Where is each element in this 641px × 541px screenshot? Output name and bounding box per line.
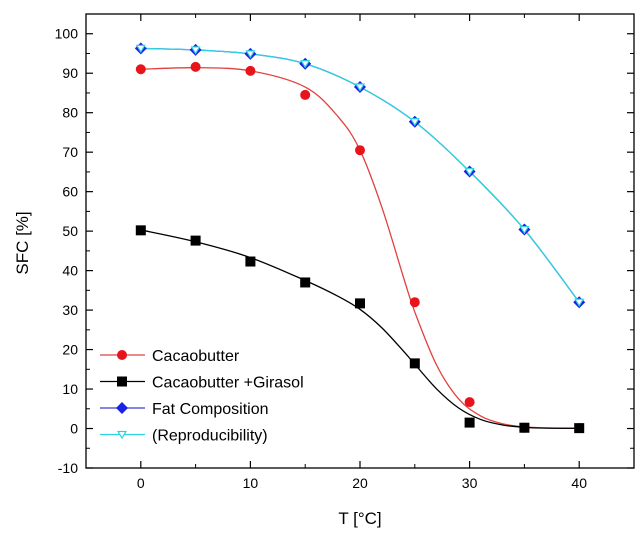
legend-marker-cacaobutter-girasol <box>117 376 127 387</box>
point-reproducibility <box>135 44 146 53</box>
legend-label-fat-composition: Fat Composition <box>152 401 269 418</box>
point-cacaobutter <box>245 65 256 76</box>
y-tick-label: 40 <box>62 263 78 279</box>
point-reproducibility <box>300 60 311 69</box>
point-cacaobutter <box>464 397 475 408</box>
point-cacaobutter <box>300 89 311 100</box>
y-tick-label: -10 <box>58 460 78 476</box>
point-cacaobutter-girasol <box>464 417 475 428</box>
x-tick-label: 30 <box>462 475 478 491</box>
y-tick-label: 100 <box>55 26 79 42</box>
x-tick-label: 0 <box>137 475 145 491</box>
y-tick-label: 20 <box>62 342 78 358</box>
data-markers <box>134 42 586 434</box>
legend-marker-cacaobutter <box>117 350 127 360</box>
legend-label-reproducibility: (Reproducibility) <box>152 428 268 445</box>
legend-label-cacaobutter-girasol: Cacaobutter +Girasol <box>152 375 304 392</box>
point-cacaobutter-girasol <box>519 422 530 433</box>
y-tick-label: 80 <box>62 105 78 121</box>
point-cacaobutter-girasol <box>245 256 256 267</box>
legend-marker-fat-composition <box>116 402 128 414</box>
y-tick-label: 90 <box>62 65 78 81</box>
point-cacaobutter-girasol <box>574 423 585 434</box>
y-tick-label: 0 <box>70 421 78 437</box>
x-tick-label: 40 <box>571 475 587 491</box>
tick-labels: 0 10 20 30 40 -10 0 10 20 30 40 50 60 70 80 90 100 <box>55 26 588 491</box>
point-cacaobutter <box>409 297 420 308</box>
x-axis-label: T [°C] <box>338 509 381 528</box>
legend-marker-reproducibility <box>116 430 128 440</box>
point-reproducibility <box>409 118 420 127</box>
point-reproducibility <box>574 298 585 307</box>
y-tick-label: 30 <box>62 302 78 318</box>
y-tick-label: 50 <box>62 223 78 239</box>
fit-line-reproducibility <box>140 47 580 303</box>
point-cacaobutter <box>190 61 201 72</box>
y-axis-label: SFC [%] <box>13 211 32 274</box>
point-reproducibility <box>519 225 530 235</box>
point-cacaobutter <box>355 145 365 156</box>
fit-line-cacaobutter-girasol <box>140 229 580 429</box>
point-cacaobutter-girasol <box>355 298 365 309</box>
point-cacaobutter-girasol <box>409 358 420 369</box>
y-tick-label: 70 <box>62 144 78 160</box>
point-cacaobutter-girasol <box>135 225 146 236</box>
point-reproducibility <box>245 50 256 59</box>
y-tick-label: 10 <box>62 381 78 397</box>
legend: Cacaobutter Cacaobutter +Girasol Fat Compo… <box>100 348 304 445</box>
point-cacaobutter-girasol <box>190 235 201 246</box>
point-reproducibility <box>190 46 201 55</box>
fit-lines <box>140 47 580 429</box>
x-tick-label: 10 <box>243 475 259 491</box>
axis-ticks <box>85 13 635 469</box>
point-reproducibility <box>354 83 366 92</box>
legend-label-cacaobutter: Cacaobutter <box>152 348 240 365</box>
x-tick-label: 20 <box>352 475 368 491</box>
y-tick-label: 60 <box>62 184 78 200</box>
point-cacaobutter <box>135 64 146 75</box>
point-reproducibility <box>464 167 475 177</box>
point-cacaobutter-girasol <box>300 277 311 288</box>
